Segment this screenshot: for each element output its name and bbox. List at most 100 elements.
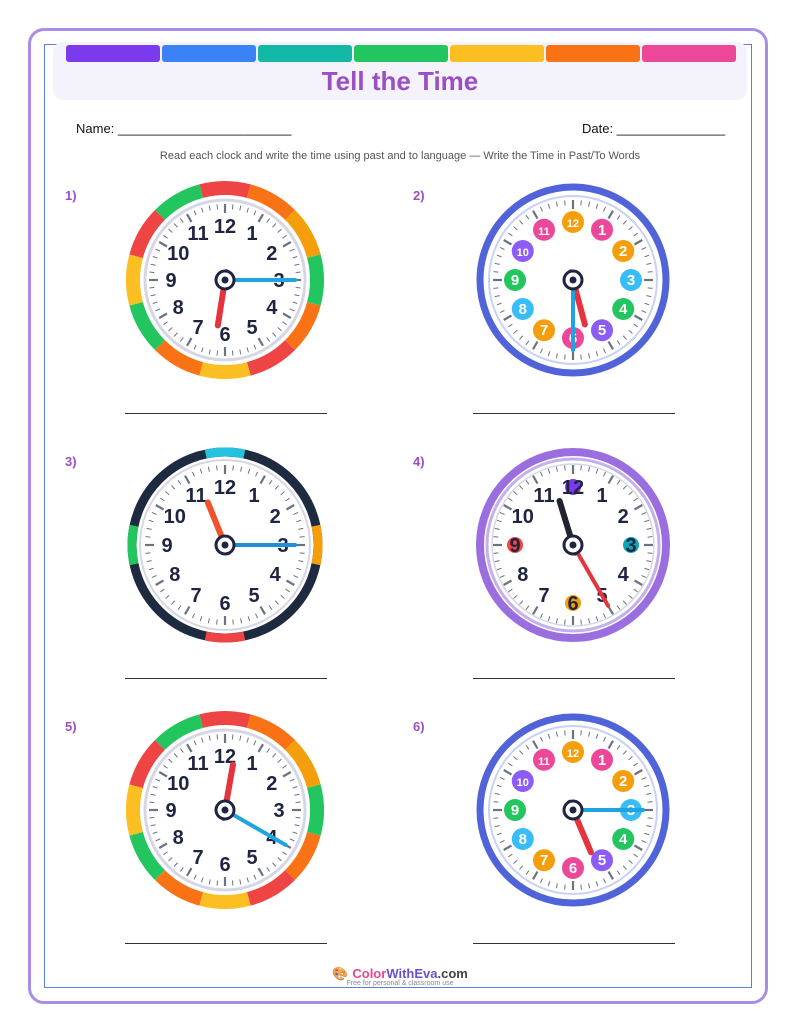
palette-icon: 🎨 [332,966,349,981]
svg-text:6: 6 [569,860,577,877]
clock-number: 5) [65,719,77,734]
svg-text:10: 10 [512,506,534,528]
clock-face: 123456789101112 [476,183,670,377]
svg-text:5: 5 [598,852,606,869]
rainbow-segment [354,45,448,62]
svg-text:2: 2 [619,243,627,260]
svg-text:12: 12 [214,216,236,238]
answer-line[interactable] [125,943,327,944]
svg-text:11: 11 [185,485,206,507]
svg-text:11: 11 [538,226,550,238]
svg-text:7: 7 [540,852,548,869]
svg-text:3: 3 [627,272,635,289]
svg-text:8: 8 [173,297,184,319]
svg-text:4: 4 [619,831,628,848]
instructions: Read each clock and write the time using… [159,150,641,162]
rainbow-segment [450,45,544,62]
svg-text:2: 2 [619,773,627,790]
svg-text:3: 3 [625,535,636,557]
svg-text:8: 8 [169,564,180,586]
svg-text:8: 8 [517,564,528,586]
svg-text:1: 1 [246,223,257,245]
svg-text:9: 9 [511,272,519,289]
svg-text:12: 12 [567,748,579,760]
rainbow-segment [258,45,352,62]
answer-line[interactable] [473,678,675,679]
svg-text:11: 11 [187,753,208,775]
svg-text:1: 1 [598,222,606,239]
svg-text:2: 2 [266,243,277,265]
svg-text:2: 2 [266,773,277,795]
svg-text:11: 11 [533,485,554,507]
answer-line[interactable] [125,413,327,414]
clock-face: 123456789101112 [126,181,324,379]
svg-text:10: 10 [167,773,189,795]
clock-number: 3) [65,454,77,469]
svg-text:4: 4 [619,301,628,318]
svg-text:8: 8 [519,301,527,318]
svg-text:7: 7 [538,585,549,607]
svg-text:1: 1 [248,485,259,507]
clock-face: 123456789101112 [126,711,324,909]
svg-text:12: 12 [567,218,579,230]
svg-text:1: 1 [246,753,257,775]
svg-text:6: 6 [219,324,230,346]
rainbow-segment [162,45,256,62]
svg-text:9: 9 [161,535,172,557]
svg-text:8: 8 [519,831,527,848]
svg-text:1: 1 [598,752,606,769]
svg-text:12: 12 [214,746,236,768]
svg-text:4: 4 [266,297,278,319]
clock-face: 123456789101112 [476,448,670,642]
svg-text:10: 10 [517,247,529,259]
svg-text:6: 6 [219,854,230,876]
svg-text:2: 2 [618,506,629,528]
svg-text:5: 5 [246,847,257,869]
rainbow-segment [66,45,160,62]
clock-number: 6) [413,719,425,734]
svg-text:12: 12 [214,477,236,499]
svg-text:3: 3 [273,800,284,822]
clock-number: 1) [65,188,77,203]
brand-logo: 🎨 ColorWithEva.com [332,966,468,981]
svg-text:5: 5 [598,322,606,339]
svg-text:4: 4 [618,564,630,586]
rainbow-segment [546,45,640,62]
page-title: Tell the Time [321,66,479,96]
svg-text:10: 10 [167,243,189,265]
answer-line[interactable] [473,943,675,944]
svg-text:1: 1 [596,485,607,507]
answer-line[interactable] [125,678,327,679]
svg-text:11: 11 [538,756,550,768]
svg-text:10: 10 [517,777,529,789]
svg-text:2: 2 [270,506,281,528]
name-field: Name: ________________________ [76,121,292,136]
svg-text:11: 11 [187,223,208,245]
svg-text:6: 6 [219,593,230,615]
svg-text:10: 10 [164,506,186,528]
footer: 🎨 ColorWithEva.com Free for personal & cl… [0,966,800,987]
svg-text:8: 8 [173,827,184,849]
clock-number: 4) [413,454,425,469]
svg-text:4: 4 [270,564,282,586]
svg-text:12: 12 [562,477,584,499]
svg-text:7: 7 [192,317,203,339]
svg-text:9: 9 [509,535,520,557]
date-field: Date: _______________ [582,121,726,136]
svg-text:9: 9 [165,800,176,822]
footer-tagline: Free for personal & classroom use [346,980,454,987]
svg-text:5: 5 [246,317,257,339]
svg-text:7: 7 [192,847,203,869]
clock-face: 123456789101112 [476,713,670,907]
svg-text:7: 7 [540,322,548,339]
clock-number: 2) [413,188,425,203]
svg-text:7: 7 [190,585,201,607]
rainbow-strip [66,45,736,62]
svg-text:9: 9 [511,802,519,819]
answer-line[interactable] [473,413,675,414]
clock-face: 123456789101112 [127,447,323,643]
svg-text:5: 5 [248,585,259,607]
rainbow-segment [642,45,736,62]
svg-text:6: 6 [567,593,578,615]
svg-text:9: 9 [165,270,176,292]
